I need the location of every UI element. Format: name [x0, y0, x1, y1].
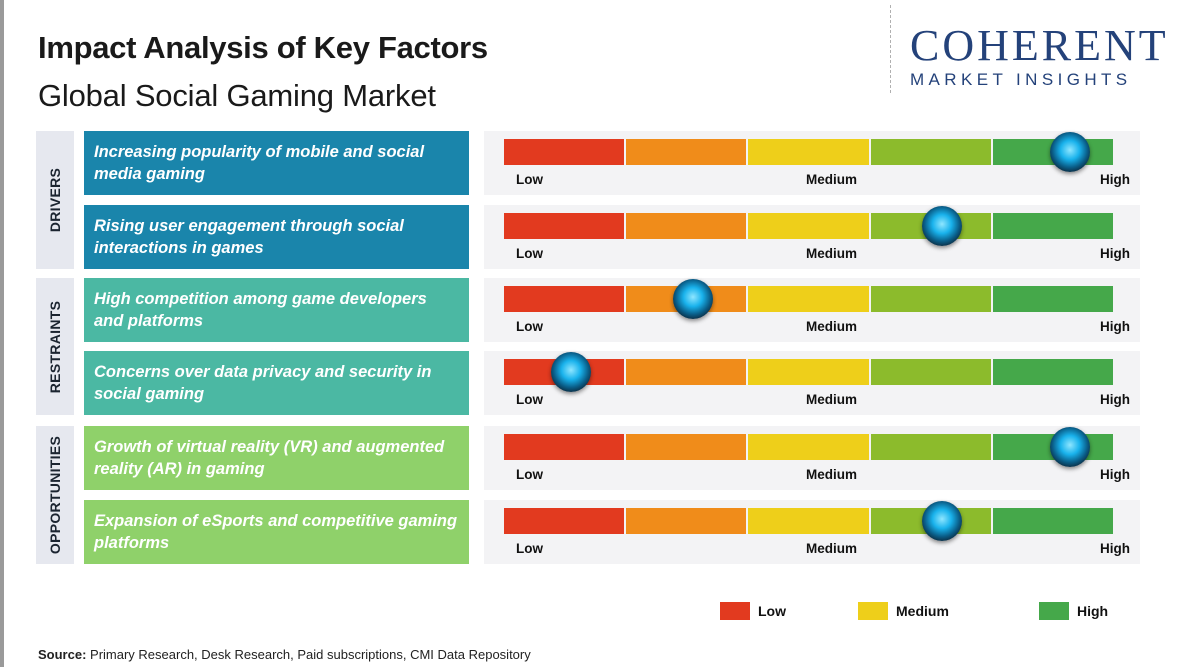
company-logo: COHERENT MARKET INSIGHTS	[910, 24, 1190, 90]
scale-segment	[748, 213, 869, 239]
legend-swatch-medium	[858, 602, 888, 620]
impact-row: Low Medium High	[484, 351, 1140, 415]
scale-label-high: High	[1100, 467, 1130, 482]
scale-label-low: Low	[516, 541, 543, 556]
source-label: Source:	[38, 647, 87, 662]
impact-row: Low Medium High	[484, 500, 1140, 564]
scale-segment	[748, 139, 869, 165]
impact-scale-bar	[504, 434, 1114, 460]
scale-segment	[992, 286, 1114, 312]
logo-divider	[890, 5, 891, 93]
impact-scale-bar	[504, 359, 1114, 385]
impact-row: Low Medium High	[484, 278, 1140, 342]
scale-segment	[870, 434, 991, 460]
scale-segment	[870, 139, 991, 165]
impact-row: Low Medium High	[484, 205, 1140, 269]
impact-row: Low Medium High	[484, 131, 1140, 195]
scale-label-high: High	[1100, 246, 1130, 261]
factor-box: Growth of virtual reality (VR) and augme…	[84, 426, 469, 490]
scale-segment	[992, 359, 1114, 385]
source-text: Primary Research, Desk Research, Paid su…	[90, 647, 531, 662]
legend-swatch-high	[1039, 602, 1069, 620]
impact-scale-bar	[504, 139, 1114, 165]
scale-label-medium: Medium	[806, 246, 858, 261]
group-label: DRIVERS	[36, 131, 74, 269]
logo-main-text: COHERENT	[910, 24, 1190, 68]
logo-wordmark: COHERENT	[910, 21, 1169, 70]
scale-segment	[748, 359, 869, 385]
impact-scale-bar	[504, 286, 1114, 312]
scale-label-high: High	[1100, 172, 1130, 187]
impact-marker	[922, 206, 963, 246]
logo-sub-text: MARKET INSIGHTS	[910, 70, 1132, 89]
scale-segment	[870, 359, 991, 385]
scale-label-low: Low	[516, 392, 543, 407]
scale-segment	[992, 508, 1114, 534]
scale-segment	[626, 434, 747, 460]
factor-text: Expansion of eSports and competitive gam…	[94, 512, 458, 552]
scale-label-medium: Medium	[806, 467, 858, 482]
factor-box: Concerns over data privacy and security …	[84, 351, 469, 415]
scale-segment	[992, 213, 1114, 239]
scale-label-high: High	[1100, 392, 1130, 407]
scale-label-high: High	[1100, 541, 1130, 556]
legend-label-medium: Medium	[896, 603, 949, 619]
factor-text: High competition among game developers a…	[94, 290, 427, 330]
scale-segment	[748, 508, 869, 534]
group-tab-opportunities: OPPORTUNITIES	[36, 426, 74, 564]
scale-segment	[870, 286, 991, 312]
legend-label-high: High	[1077, 603, 1109, 619]
scale-label-medium: Medium	[806, 541, 858, 556]
legend-label-low: Low	[758, 603, 786, 619]
factor-text: Concerns over data privacy and security …	[94, 363, 432, 403]
scale-label-low: Low	[516, 246, 543, 261]
scale-segment	[626, 508, 747, 534]
scale-segment	[504, 286, 625, 312]
impact-scale-bar	[504, 213, 1114, 239]
scale-label-low: Low	[516, 319, 543, 334]
legend-swatch-low	[720, 602, 750, 620]
page-title: Impact Analysis of Key Factors	[38, 30, 488, 65]
impact-marker	[672, 279, 713, 319]
group-tab-drivers: DRIVERS	[36, 131, 74, 269]
factor-text: Rising user engagement through social in…	[94, 217, 404, 257]
scale-segment	[504, 139, 625, 165]
scale-segment	[626, 139, 747, 165]
scale-segment	[626, 213, 747, 239]
impact-marker	[550, 352, 591, 392]
impact-marker	[922, 501, 963, 541]
scale-label-high: High	[1100, 319, 1130, 334]
scale-segment	[748, 286, 869, 312]
page-subtitle: Global Social Gaming Market	[38, 78, 436, 113]
group-label: OPPORTUNITIES	[36, 426, 74, 564]
impact-scale-bar	[504, 508, 1114, 534]
scale-label-low: Low	[516, 467, 543, 482]
factor-box: Rising user engagement through social in…	[84, 205, 469, 269]
scale-segment	[504, 508, 625, 534]
group-label-text: DRIVERS	[47, 167, 63, 233]
group-label-text: OPPORTUNITIES	[47, 435, 63, 555]
scale-segment	[504, 434, 625, 460]
factor-box: High competition among game developers a…	[84, 278, 469, 342]
group-tab-restraints: RESTRAINTS	[36, 278, 74, 415]
factor-box: Increasing popularity of mobile and soci…	[84, 131, 469, 195]
factor-text: Increasing popularity of mobile and soci…	[94, 143, 425, 183]
scale-label-medium: Medium	[806, 172, 858, 187]
page-left-border	[0, 0, 4, 667]
impact-row: Low Medium High	[484, 426, 1140, 490]
impact-marker	[1050, 427, 1091, 467]
group-label-text: RESTRAINTS	[47, 300, 64, 393]
scale-segment	[504, 213, 625, 239]
factor-text: Growth of virtual reality (VR) and augme…	[94, 438, 445, 478]
scale-label-medium: Medium	[806, 319, 858, 334]
impact-marker	[1050, 132, 1091, 172]
group-label: RESTRAINTS	[36, 278, 74, 415]
scale-segment	[626, 359, 747, 385]
scale-label-medium: Medium	[806, 392, 858, 407]
factor-box: Expansion of eSports and competitive gam…	[84, 500, 469, 564]
scale-label-low: Low	[516, 172, 543, 187]
scale-segment	[748, 434, 869, 460]
source-note: Source: Primary Research, Desk Research,…	[38, 647, 531, 662]
